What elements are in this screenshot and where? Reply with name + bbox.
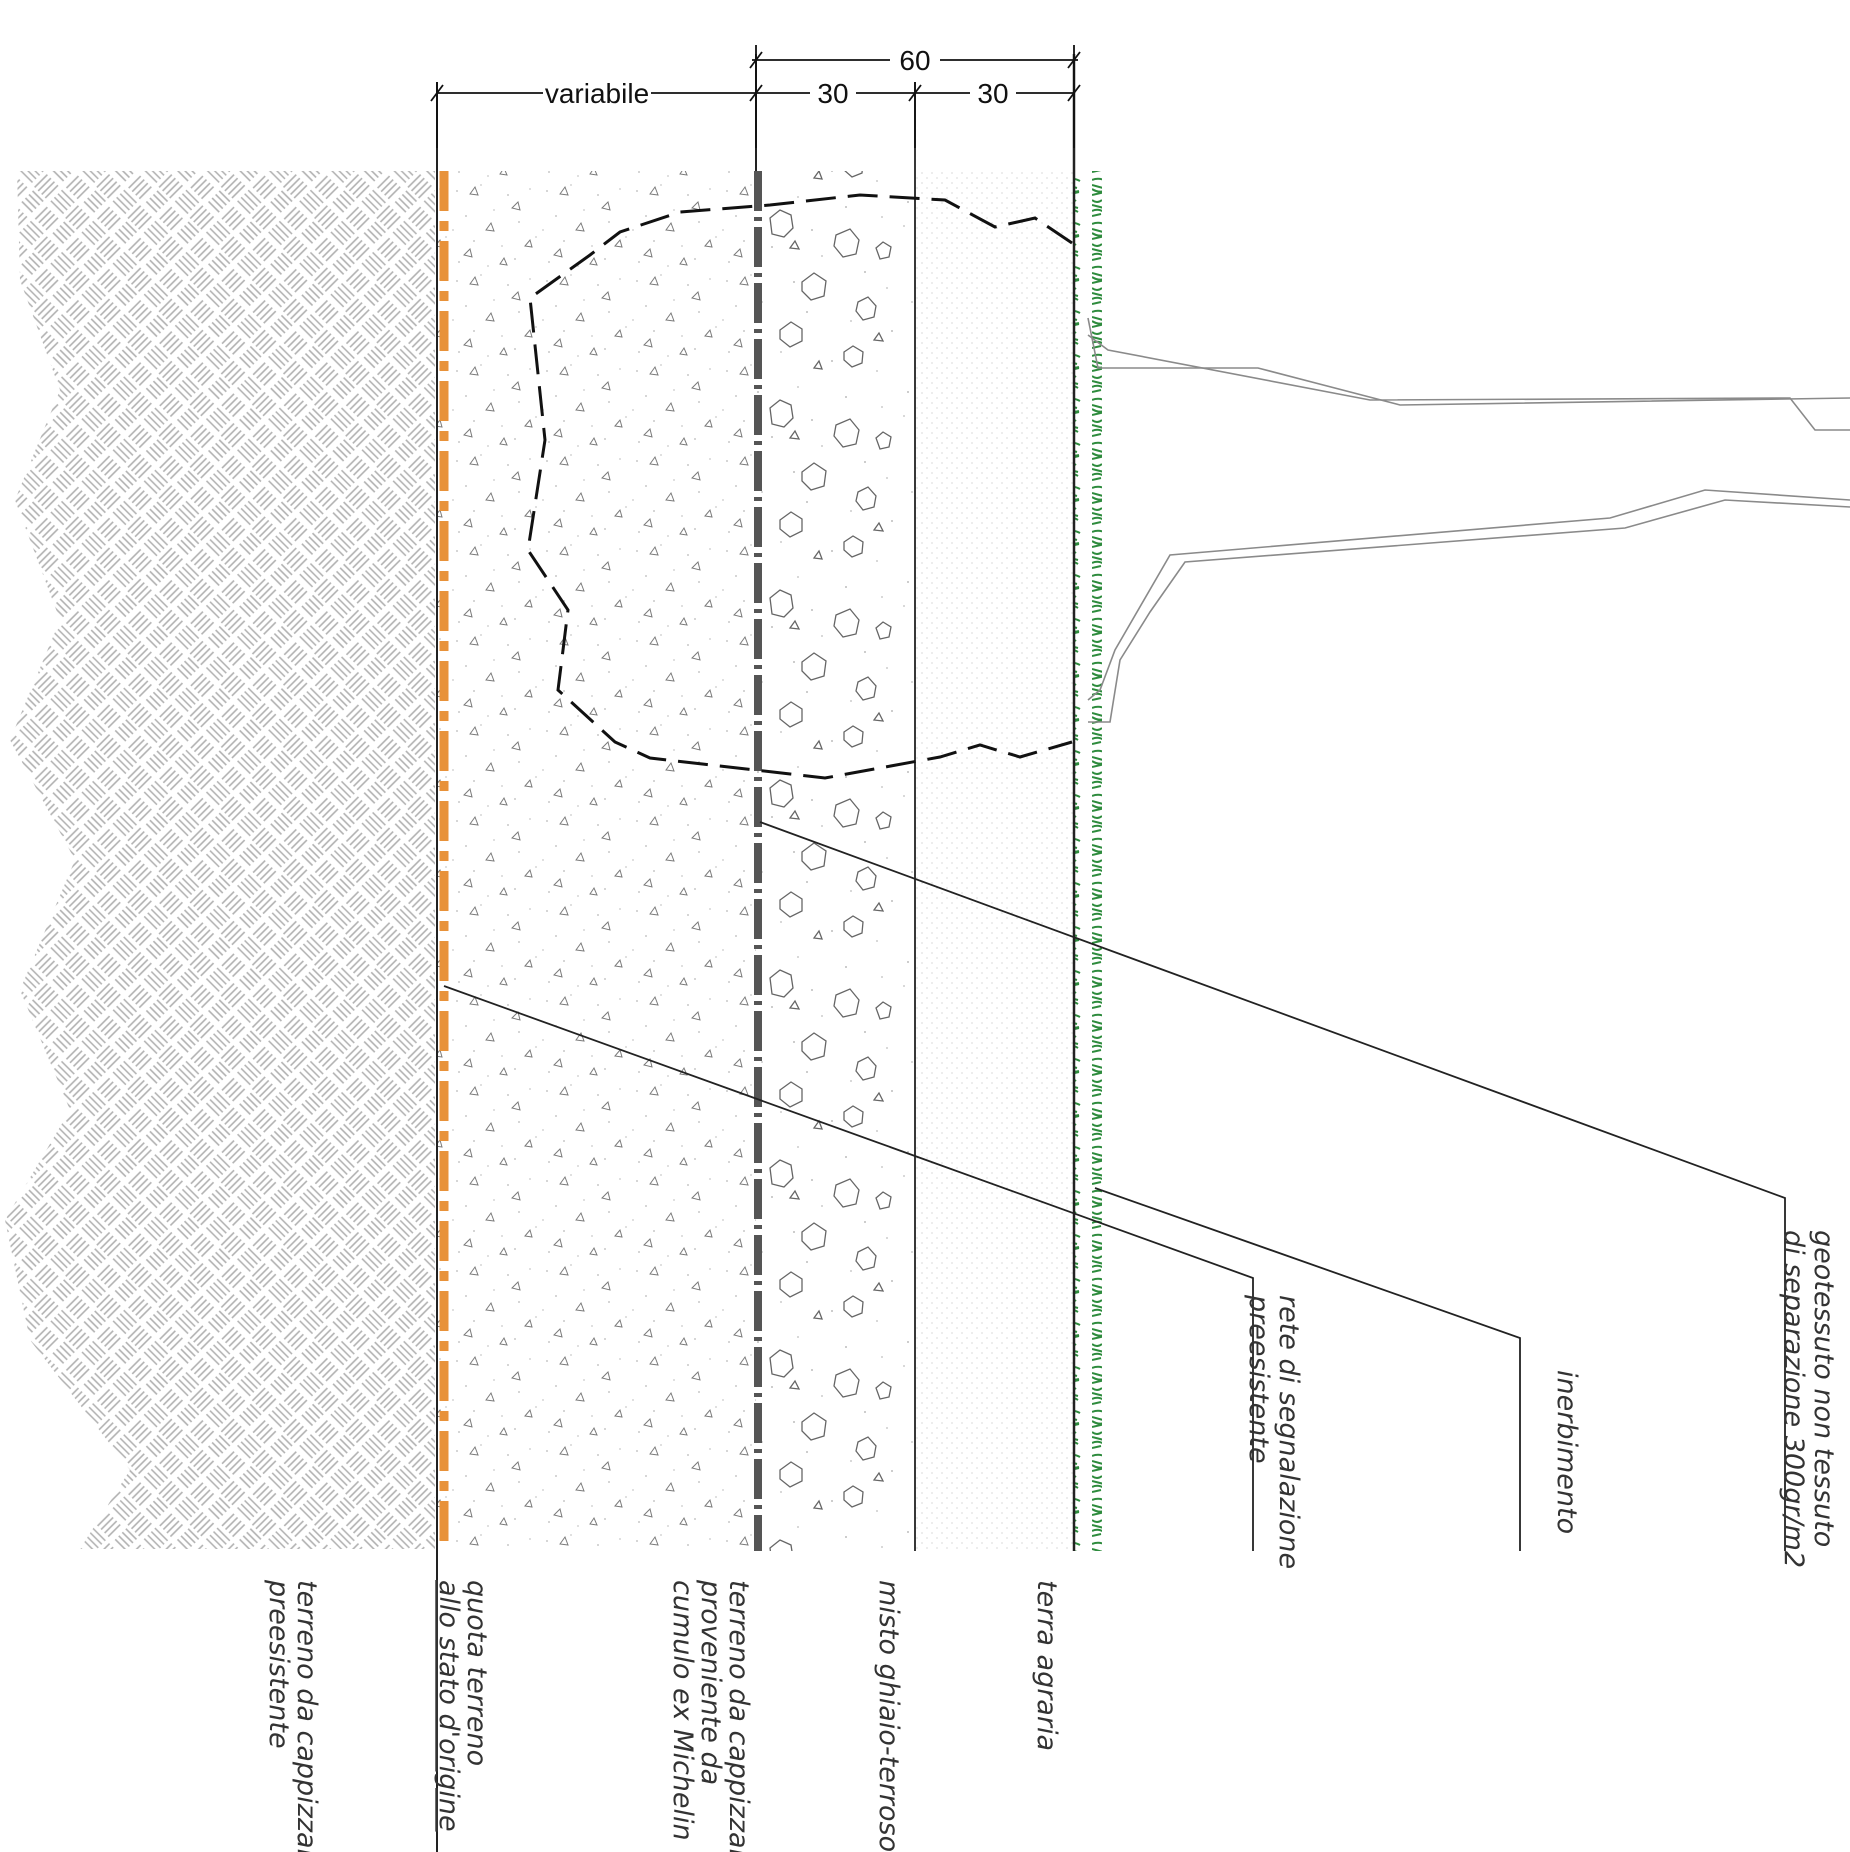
label-topsoil: terra agraria: [1031, 1580, 1062, 1751]
label-grass: inerbimento: [1551, 1370, 1582, 1534]
dim-layer2-label: 30: [977, 78, 1008, 109]
fill-soil-layer: [437, 171, 756, 1551]
leader-warning-net: [443, 985, 1254, 1551]
leader-geotextile: [759, 821, 1786, 1551]
label-warning-net: rete di segnalazione preesistente: [1243, 1294, 1304, 1578]
dim-variable-label: variabile: [545, 78, 649, 109]
topsoil-layer: [915, 171, 1074, 1551]
existing-ground-hatch: [5, 171, 435, 1549]
label-original-level: quota terreno allo stato d'origine: [433, 1580, 492, 1832]
label-fill-soil: terreno da cappizzare proveniente da cum…: [667, 1579, 754, 1852]
label-geotextile: geotessuto non tessuto di separazione 30…: [1778, 1230, 1839, 1568]
gravel-layer: [756, 171, 915, 1551]
grass-strip: [1074, 171, 1102, 1551]
dim-layer1-label: 30: [817, 78, 848, 109]
root-zone-outline: [526, 193, 1073, 780]
leader-grass: [1094, 1187, 1521, 1551]
dim-total-label: 60: [899, 45, 930, 76]
label-existing-ground: terreno da cappizzare preesistente: [263, 1579, 322, 1852]
label-gravel: misto ghiaio-terroso: [873, 1580, 904, 1852]
